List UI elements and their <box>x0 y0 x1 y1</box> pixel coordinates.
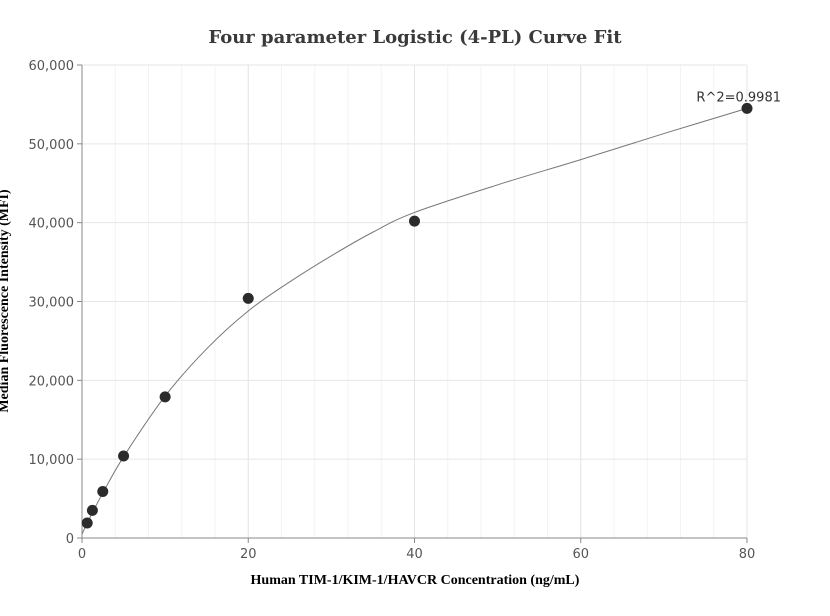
data-point <box>118 450 130 462</box>
data-point <box>97 485 109 497</box>
y-axis-title: Median Fluorescence Intensity (MFI) <box>0 189 12 413</box>
x-axis-title: Human TIM-1/KIM-1/HAVCR Concentration (n… <box>251 573 580 588</box>
data-point <box>242 292 254 304</box>
x-tick-label: 60 <box>572 547 589 562</box>
x-tick-label: 80 <box>739 547 756 562</box>
fit-curve-line <box>81 107 748 535</box>
data-point <box>409 215 420 227</box>
y-tick-label: 10,000 <box>29 453 75 468</box>
data-point <box>86 504 98 516</box>
data-points <box>81 102 753 529</box>
y-tick-label: 30,000 <box>29 296 75 311</box>
y-tick-label: 0 <box>66 532 74 547</box>
x-tick-label: 40 <box>406 547 423 562</box>
y-axis-ticks: 0 10,000 20,000 30,000 40,000 50,000 60,000 <box>29 59 82 547</box>
chart-title: Four parameter Logistic (4-PL) Curve Fit <box>208 27 622 48</box>
annotations: R^2=0.9981 <box>696 90 781 105</box>
y-tick-label: 40,000 <box>29 217 75 232</box>
r-squared-annotation: R^2=0.9981 <box>696 90 781 105</box>
y-tick-label: 50,000 <box>29 138 75 153</box>
data-point <box>159 391 171 403</box>
data-point <box>81 517 93 529</box>
x-tick-label: 0 <box>78 547 86 562</box>
y-tick-label: 60,000 <box>29 59 75 74</box>
x-tick-label: 20 <box>240 547 257 562</box>
x-axis-ticks: 0 20 40 60 80 <box>78 538 755 562</box>
y-tick-label: 20,000 <box>29 374 75 389</box>
data-point <box>741 102 753 114</box>
